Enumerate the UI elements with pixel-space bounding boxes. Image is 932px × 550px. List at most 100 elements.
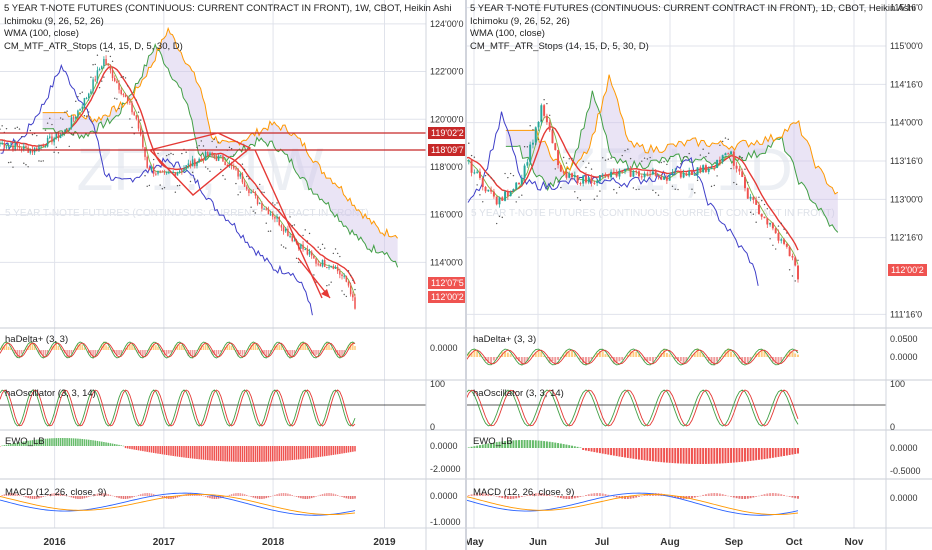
l-ewo-bar xyxy=(215,446,218,461)
r-ewo-bar xyxy=(618,448,621,457)
l-ewo-bar xyxy=(133,446,135,450)
right-pane-title-hadelta[interactable]: haDelta+ (3, 3) xyxy=(473,334,537,345)
right-indicator-wma[interactable]: WMA (100, close) xyxy=(470,28,545,39)
left-pane-title-ewo[interactable]: EWO_LB xyxy=(5,436,45,447)
l-ewo-bar xyxy=(3,445,6,446)
l-ewo-bar xyxy=(243,446,246,462)
r-hadelta-bar xyxy=(769,357,772,359)
l-ewo-bar xyxy=(291,446,293,461)
left-chart-canvas[interactable]: ZF1!, 1W 5 YEAR T-NOTE FUTURES (CONTINUO… xyxy=(0,0,466,550)
l-hadelta-bar xyxy=(191,350,194,359)
l-candle xyxy=(87,93,90,98)
l-macd-hist xyxy=(7,493,10,496)
r-atr-stop-dot xyxy=(618,186,621,189)
r-macd-hist xyxy=(744,496,746,499)
r-atr-stop-dot xyxy=(509,172,512,175)
l-atr-stop-dot xyxy=(83,115,86,117)
left-pane-title-hadelta[interactable]: haDelta+ (3, 3) xyxy=(5,334,69,345)
r-ewo-bar xyxy=(537,440,540,448)
r-atr-stop-dot xyxy=(786,232,788,234)
l-candle xyxy=(319,263,322,267)
r-ewo-bar xyxy=(710,448,713,464)
l-hadelta-bar xyxy=(339,350,341,358)
left-pane-title-macd[interactable]: MACD (12, 26, close, 9) xyxy=(5,487,107,498)
r-candle xyxy=(783,239,786,244)
left-drawing-triangle[interactable] xyxy=(149,132,252,196)
r-atr-stop-dot xyxy=(574,191,576,193)
right-indicator-atr-stops[interactable]: CM_MTF_ATR_Stops (14, 15, D, 5, 30, D) xyxy=(470,40,649,52)
r-candle xyxy=(741,171,744,177)
l-ewo-bar xyxy=(64,438,66,446)
right-indicator-ichimoku[interactable]: Ichimoku (9, 26, 52, 26) xyxy=(470,15,570,27)
left-indicator-wma[interactable]: WMA (100, close) xyxy=(4,28,79,39)
r-macd-hist xyxy=(593,493,596,496)
r-ewo-bar xyxy=(629,448,632,459)
r-ewo-bar xyxy=(487,443,490,448)
l-ewo-bar xyxy=(146,446,148,452)
l-hadelta-bar xyxy=(59,347,62,350)
r-hadelta-bar xyxy=(732,354,735,357)
r-price-tick: 114'00'0 xyxy=(890,118,923,128)
right-chart[interactable]: ZF1!, 1D 5 YEAR T-NOTE FUTURES (CONTINUO… xyxy=(466,0,932,550)
l-hadelta-bar xyxy=(107,346,109,350)
right-pane-title-macd[interactable]: MACD (12, 26, close, 9) xyxy=(473,487,575,498)
r-ewo-bar xyxy=(721,448,724,464)
r-candle xyxy=(749,196,752,199)
l-macd-hist xyxy=(92,495,94,496)
left-pane-title-haoscillator[interactable]: haOscillator (3, 3, 14) xyxy=(5,388,96,399)
left-indicator-ichimoku[interactable]: Ichimoku (9, 26, 52, 26) xyxy=(4,15,104,27)
left-chart[interactable]: ZF1!, 1W 5 YEAR T-NOTE FUTURES (CONTINUO… xyxy=(0,0,467,550)
l-ewo-bar xyxy=(157,446,159,454)
l-macd-hist xyxy=(209,496,211,499)
l-ewo-bar xyxy=(135,446,138,450)
l-ewo-bar xyxy=(233,446,235,462)
l-atr-stop-dot xyxy=(304,229,306,231)
l-ewo-bar xyxy=(49,438,51,446)
r-atr-stop-dot xyxy=(643,157,646,159)
r-candle xyxy=(757,204,760,215)
r-candle xyxy=(543,105,546,116)
l-atr-stop-dot xyxy=(18,128,21,130)
r-atr-stop-dot xyxy=(560,186,562,189)
r-hadelta-bar xyxy=(651,357,654,363)
l-macd-hist xyxy=(284,493,287,496)
left-title: 5 YEAR T-NOTE FUTURES (CONTINUOUS: CURRE… xyxy=(4,3,452,14)
r-candle xyxy=(704,165,707,172)
l-hadelta-bar xyxy=(233,348,235,350)
l-macd-hist xyxy=(252,496,255,498)
left-indicator-atr-stops[interactable]: CM_MTF_ATR_Stops (14, 15, D, 5, 30, D) xyxy=(4,40,183,52)
right-pane-title-ewo[interactable]: EWO_LB xyxy=(473,436,513,447)
l-ewo-bar xyxy=(100,441,103,446)
r-pane-tick: 100 xyxy=(890,379,905,389)
l-hadelta-bar xyxy=(217,350,220,355)
l-ewo-bar xyxy=(44,438,47,446)
l-atr-stop-dot xyxy=(267,230,270,232)
l-candle xyxy=(287,228,289,236)
r-ewo-bar xyxy=(526,440,529,448)
r-atr-stop-dot xyxy=(507,176,509,179)
l-ewo-bar xyxy=(72,438,75,446)
l-time-tick: 2016 xyxy=(43,537,66,548)
r-ewo-bar xyxy=(540,440,543,448)
chart-divider[interactable] xyxy=(465,0,467,550)
l-price-tick: 122'00'0 xyxy=(430,67,463,77)
l-atr-stop-dot xyxy=(313,274,315,276)
l-atr-stop-dot xyxy=(250,206,252,208)
r-atr-stop-dot xyxy=(668,157,671,160)
l-candle xyxy=(200,158,203,160)
l-macd-hist xyxy=(18,494,21,496)
r-atr-stop-dot xyxy=(719,144,721,146)
r-ewo-bar xyxy=(490,443,493,448)
right-pane-title-haoscillator[interactable]: haOscillator (3, 3, 14) xyxy=(473,388,564,399)
r-atr-stop-dot xyxy=(529,125,531,127)
r-ewo-bar xyxy=(587,448,590,452)
r-candle xyxy=(721,155,724,162)
r-atr-stop-dot xyxy=(537,138,540,140)
r-macd-hist xyxy=(467,495,470,496)
r-atr-stop-dot xyxy=(674,188,676,190)
l-macd-hist xyxy=(211,496,213,499)
r-atr-stop-dot xyxy=(532,129,534,131)
l-atr-stop-dot xyxy=(235,182,237,185)
right-chart-canvas[interactable]: ZF1!, 1D 5 YEAR T-NOTE FUTURES (CONTINUO… xyxy=(466,0,932,550)
r-ewo-bar xyxy=(559,443,562,448)
